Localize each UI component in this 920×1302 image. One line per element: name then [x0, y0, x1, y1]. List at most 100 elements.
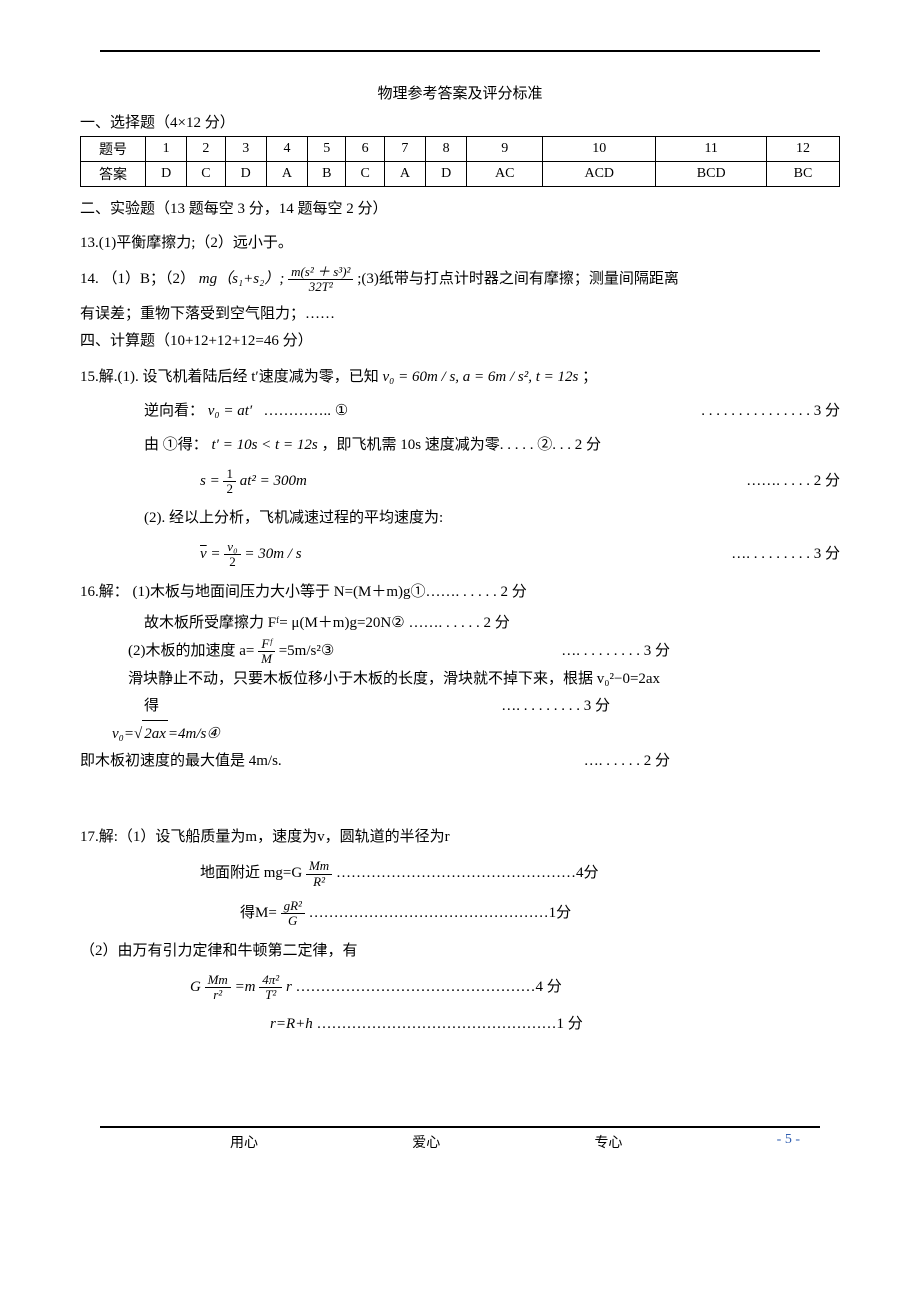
table-row: 题号 1 2 3 4 5 6 7 8 9 10 11 12 [81, 137, 840, 162]
frac-num: 1 [223, 467, 236, 482]
f4: 4π² T² [259, 973, 282, 1003]
l3-marks: …. . . . . . . . . 3 分 [561, 638, 840, 665]
q15-part2-label: (2). 经以上分析，飞机减速过程的平均速度为: [144, 506, 840, 530]
frac-den: R² [306, 875, 332, 889]
frac-den: r² [205, 988, 231, 1002]
s-marks: ……. . . . . 2 分 [746, 469, 840, 493]
vbar: v [200, 546, 207, 562]
section-4-heading: 四、计算题（10+12+12+12=46 分） [80, 328, 840, 355]
col-header: 6 [346, 137, 384, 162]
q15-reverse: 逆向看： v₀ = at′ ………….. ① [144, 399, 348, 423]
from1-text: ，即飞机需 10s 速度减为零. . . . . ②. . . 2 分 [321, 437, 601, 453]
frac-den: 2 [223, 482, 236, 496]
col-header: 12 [766, 137, 839, 162]
section-2-heading: 二、实验题（13 题每空 3 分，14 题每空 2 分） [80, 197, 840, 221]
s-right: at² = 300m [240, 473, 307, 489]
q14-fraction: m(s² ＋ s³)² 32T² [288, 265, 353, 295]
l3a: 得M= [240, 905, 277, 921]
answer-cell: D [146, 162, 187, 187]
q16-l3-row: (2)木板的加速度 a= Fᶠ M =5m/s²③ …. . . . . . .… [80, 637, 840, 667]
l5a: G [190, 979, 201, 995]
page-container: 物理参考答案及评分标准 一、选择题（4×12 分） 题号 1 2 3 4 5 6… [80, 0, 840, 1182]
l5-marks: …………………………………………4 分 [296, 979, 562, 995]
q17-l6: r=R+h …………………………………………1 分 [270, 1012, 840, 1036]
col-header: 5 [308, 137, 346, 162]
footer-text: 用心 爱心 专心 - 5 - [80, 1128, 840, 1152]
l2-marks: …………………………………………4分 [336, 866, 599, 882]
col-header: 10 [543, 137, 656, 162]
answer-cell: A [384, 162, 425, 187]
col-header: 2 [187, 137, 225, 162]
q14-part1: 14. （1）B；（2） [80, 271, 195, 287]
q17-l5: G Mm r² =m 4π² T² r …………………………………………4 分 [190, 973, 840, 1003]
top-rule [100, 50, 820, 52]
q15-line1: 15.解.(1). 设飞机着陆后经 t′速度减为零，已知 v₀ = 60m / … [80, 365, 840, 389]
frac-den: T² [259, 988, 282, 1002]
section-1-heading: 一、选择题（4×12 分） [80, 111, 840, 132]
answer-cell: D [426, 162, 467, 187]
q16-l1: 16.解： (1)木板与地面间压力大小等于 N=(M＋m)g①……. . . .… [80, 580, 840, 604]
page-footer: 用心 爱心 专心 - 5 - [80, 1126, 840, 1152]
reverse-marks: . . . . . . . . . . . . . . . 3 分 [701, 399, 840, 423]
l6-marks: …………………………………………1 分 [317, 1016, 583, 1032]
answer-cell: ACD [543, 162, 656, 187]
frac-num: Mm [205, 973, 231, 988]
doc-title: 物理参考答案及评分标准 [80, 82, 840, 103]
q14-part2: ;(3)纸带与打点计时器之间有摩擦；测量间隔距离 [357, 271, 679, 287]
col-header: 3 [225, 137, 266, 162]
frac-den: 2 [224, 555, 240, 569]
answers-table: 题号 1 2 3 4 5 6 7 8 9 10 11 12 答案 D C D A… [80, 136, 840, 187]
q15-from1: 由 ①得： t′ = 10s < t = 12s ，即飞机需 10s 速度减为零… [144, 433, 840, 457]
answer-cell: B [308, 162, 346, 187]
header-label: 题号 [81, 137, 146, 162]
frac-num: m(s² ＋ s³)² [288, 265, 353, 280]
l5: 得 [144, 693, 159, 720]
l5b: =m [235, 979, 256, 995]
row-label: 答案 [81, 162, 146, 187]
frac-num: Mm [306, 859, 332, 874]
from1-label: 由 ①得： [144, 437, 208, 453]
frac-den: G [281, 914, 305, 928]
frac-num: Fᶠ [258, 637, 275, 652]
q14-line2: 有误差；重物下落受到空气阻力；…… [80, 301, 840, 328]
answer-cell: A [266, 162, 307, 187]
vbar-right: = 30m / s [244, 546, 301, 562]
l2a: 地面附近 mg=G [200, 866, 302, 882]
col-header: 1 [146, 137, 187, 162]
answer-cell: C [187, 162, 225, 187]
s-left: s = [200, 473, 220, 489]
footer-left: 用心 [230, 1132, 258, 1152]
col-header: 11 [656, 137, 766, 162]
q15-vbar-row: v = v₀ 2 = 30m / s …. . . . . . . . . 3 … [80, 540, 840, 570]
l6a: v₀= [112, 726, 134, 742]
l7: 即木板初速度的最大值是 4m/s. [80, 748, 282, 775]
answer-cell: BCD [656, 162, 766, 187]
col-header: 4 [266, 137, 307, 162]
col-header: 9 [467, 137, 543, 162]
frac-num: 4π² [259, 973, 282, 988]
q17-l2: 地面附近 mg=G Mm R² …………………………………………4分 [200, 859, 840, 889]
frac-den: 32T² [288, 280, 353, 294]
l7-marks: …. . . . . . 2 分 [584, 748, 840, 775]
l3b: =5m/s²③ [279, 643, 335, 659]
q16-l6: v₀=√2ax=4m/s④ [112, 720, 840, 748]
q16-l7-row: 即木板初速度的最大值是 4m/s. …. . . . . . 2 分 [80, 748, 840, 775]
q15-s-row: s = 1 2 at² = 300m ……. . . . . 2 分 [80, 467, 840, 497]
l3-marks: …………………………………………1分 [309, 905, 572, 921]
q16-l3: (2)木板的加速度 a= Fᶠ M =5m/s²③ [128, 637, 334, 667]
a-frac: Fᶠ M [258, 637, 275, 667]
l6b: =4m/s④ [168, 726, 220, 742]
l5c: r [286, 979, 292, 995]
table-row: 答案 D C D A B C A D AC ACD BCD BC [81, 162, 840, 187]
q15-s-eq: s = 1 2 at² = 300m [200, 467, 307, 497]
frac-num: gR² [281, 899, 305, 914]
vbar-frac: v₀ 2 [224, 540, 240, 570]
q13-line: 13.(1)平衡摩擦力;（2）远小于。 [80, 231, 840, 255]
col-header: 8 [426, 137, 467, 162]
l3a: (2)木板的加速度 a= [128, 643, 254, 659]
l6: r=R+h [270, 1016, 313, 1032]
answer-cell: C [346, 162, 384, 187]
q14-mg: mg（s₁+s₂）; [199, 271, 288, 287]
reverse-dots: ………….. ① [263, 403, 348, 419]
q16-l4: 滑块静止不动，只要木板位移小于木板的长度，滑块就不掉下来，根据 v₀²−0=2a… [128, 666, 840, 693]
